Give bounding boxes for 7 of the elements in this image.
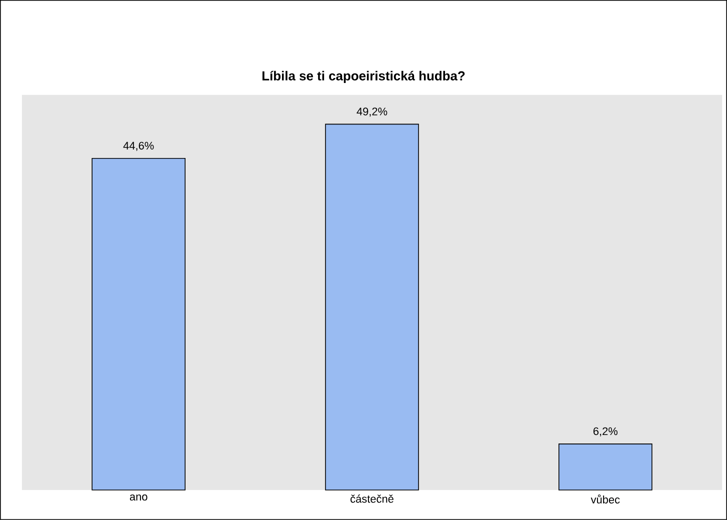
x-tick-label: vůbec — [590, 494, 620, 504]
chart-title: Líbila se ti capoeiristická hudba? — [262, 70, 465, 84]
data-label: 49,2% — [356, 108, 388, 117]
x-tick-label: částečně — [350, 494, 394, 503]
x-tick-label: ano — [130, 494, 148, 501]
data-label: 44,6% — [123, 142, 154, 151]
data-label: 6,2% — [593, 427, 618, 436]
